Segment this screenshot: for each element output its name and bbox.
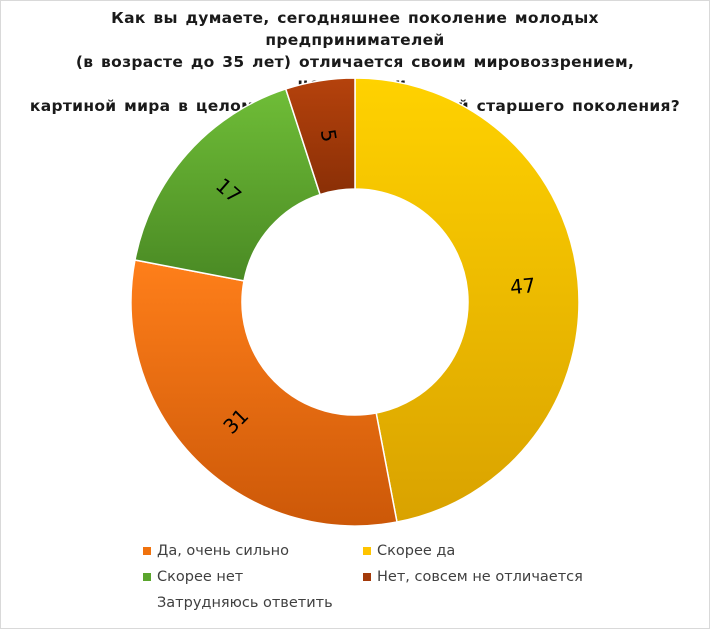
slices-group: [130, 77, 580, 527]
data-label-нет-совсем-не-отличается: 5: [316, 127, 342, 143]
chart-title-line-1: Как вы думаете, сегодняшнее поколение мо…: [111, 9, 599, 49]
slice-скорее-да: [354, 77, 580, 523]
data-label-скорее-да: 47: [509, 273, 537, 299]
slice-скорее-нет: [134, 88, 322, 282]
slice-нет-совсем-не-отличается: [284, 77, 356, 196]
slice-да-очень-сильно: [130, 259, 398, 527]
